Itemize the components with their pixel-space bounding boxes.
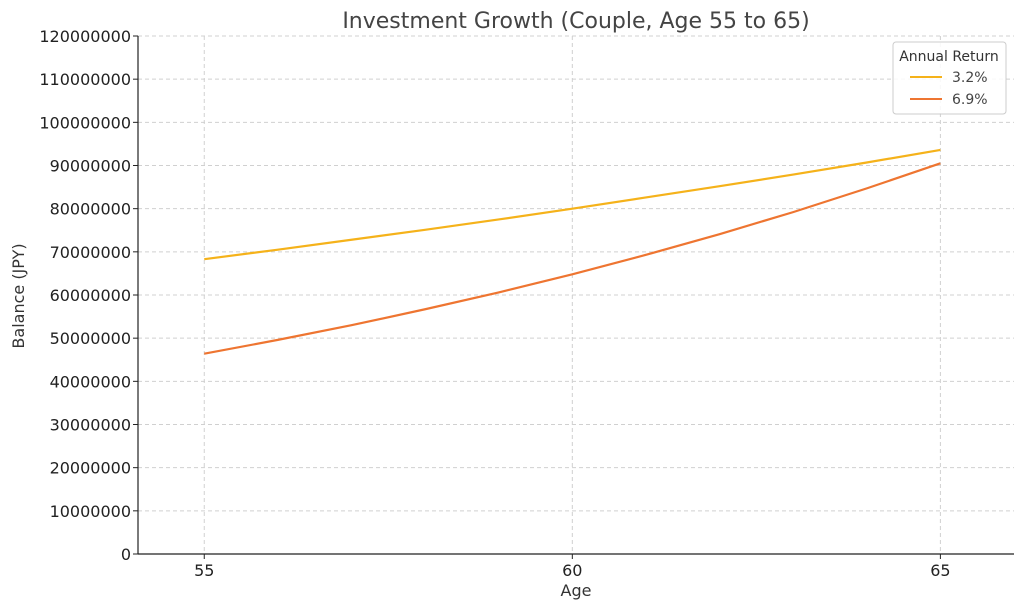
series-layer [204,148,941,355]
x-tick-label: 55 [194,561,214,580]
series-line-3-2 [204,148,941,261]
y-tick-label: 70000000 [50,243,131,262]
y-tick-label: 60000000 [50,286,131,305]
y-tick-label: 110000000 [39,70,131,89]
axes [133,35,1014,559]
x-axis-label: Age [561,581,592,600]
tick-labels: 0 10000000 20000000 30000000 40000000 5000000… [39,27,950,580]
y-tick-label: 90000000 [50,157,131,176]
y-axis-label: Balance (JPY) [9,243,28,348]
y-tick-label: 50000000 [50,329,131,348]
y-tick-label: 20000000 [50,459,131,478]
y-tick-label: 0 [121,545,131,564]
legend-box [892,41,1007,115]
y-tick-label: 120000000 [39,27,131,46]
legend-label-3-2: 3.2% [952,70,988,86]
y-tick-label: 40000000 [50,372,131,391]
x-tick-label: 60 [562,561,582,580]
series-line-6-9 [204,162,941,355]
x-tick-label: 65 [930,561,950,580]
grid [138,35,1014,555]
legend: Annual Return 3.2% 6.9% [892,41,1007,115]
y-tick-label: 100000000 [39,113,131,132]
chart-title: Investment Growth (Couple, Age 55 to 65) [342,9,809,34]
legend-title: Annual Return [899,49,999,65]
y-tick-label: 80000000 [50,200,131,219]
y-tick-label: 30000000 [50,416,131,435]
y-tick-label: 10000000 [50,502,131,521]
legend-label-6-9: 6.9% [952,92,988,108]
